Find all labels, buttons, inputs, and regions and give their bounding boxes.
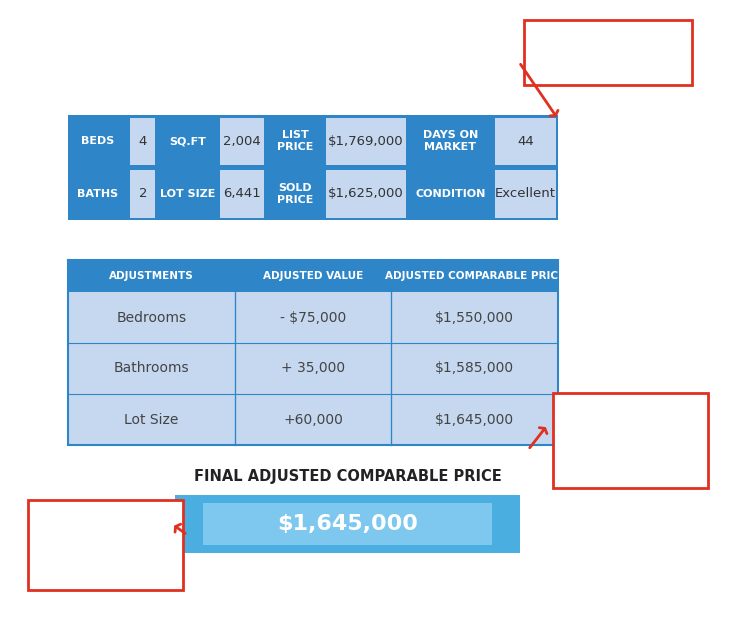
Text: FINAL ADJUSTED COMPARABLE PRICE: FINAL ADJUSTED COMPARABLE PRICE (194, 470, 502, 484)
Text: Excellent: Excellent (495, 187, 556, 200)
Text: BATHS: BATHS (77, 189, 119, 198)
Text: 4: 4 (139, 135, 147, 148)
Text: $1,769,000: $1,769,000 (328, 135, 404, 148)
FancyBboxPatch shape (68, 115, 558, 220)
FancyBboxPatch shape (524, 19, 692, 85)
Text: Bathrooms: Bathrooms (114, 362, 189, 376)
FancyBboxPatch shape (160, 170, 215, 217)
Text: $1,645,000: $1,645,000 (277, 514, 418, 534)
FancyBboxPatch shape (220, 170, 264, 217)
Text: Property characteristics
of comparable home: Property characteristics of comparable h… (533, 38, 683, 66)
Text: ADJUSTED VALUE: ADJUSTED VALUE (263, 271, 363, 281)
Text: Bedrooms: Bedrooms (116, 310, 186, 325)
FancyBboxPatch shape (175, 495, 520, 553)
Text: Lot Size: Lot Size (124, 413, 179, 426)
FancyBboxPatch shape (411, 170, 490, 217)
FancyBboxPatch shape (495, 117, 556, 165)
Text: BEDS: BEDS (82, 136, 114, 146)
FancyBboxPatch shape (220, 117, 264, 165)
FancyBboxPatch shape (131, 170, 155, 217)
Text: 2,004: 2,004 (223, 135, 261, 148)
FancyBboxPatch shape (68, 260, 234, 292)
FancyBboxPatch shape (131, 117, 155, 165)
Text: CONDITION: CONDITION (416, 189, 486, 198)
FancyBboxPatch shape (269, 117, 321, 165)
FancyBboxPatch shape (269, 170, 321, 217)
FancyBboxPatch shape (160, 117, 215, 165)
FancyBboxPatch shape (411, 117, 490, 165)
Text: 6,441: 6,441 (223, 187, 261, 200)
FancyBboxPatch shape (326, 117, 406, 165)
FancyBboxPatch shape (203, 503, 492, 545)
FancyBboxPatch shape (70, 170, 125, 217)
Text: DAYS ON
MARKET: DAYS ON MARKET (423, 131, 478, 152)
Text: ADJUSTED COMPARABLE PRICE: ADJUSTED COMPARABLE PRICE (384, 271, 565, 281)
Text: ADJUSTMENTS: ADJUSTMENTS (109, 271, 194, 281)
Text: Value adjustments
between the subject
property and each
comparable home: Value adjustments between the subject pr… (566, 411, 694, 469)
Text: $1,550,000: $1,550,000 (436, 310, 514, 325)
Text: +60,000: +60,000 (283, 413, 343, 426)
FancyBboxPatch shape (391, 260, 558, 292)
Text: LIST
PRICE: LIST PRICE (277, 131, 313, 152)
FancyBboxPatch shape (326, 170, 406, 217)
FancyBboxPatch shape (234, 260, 391, 292)
FancyBboxPatch shape (495, 170, 556, 217)
Text: 44: 44 (517, 135, 533, 148)
Text: LOT SIZE: LOT SIZE (160, 189, 215, 198)
FancyBboxPatch shape (68, 260, 558, 445)
Text: Estimated value of
the subject property
when compared to
the comparable home: Estimated value of the subject property … (36, 516, 174, 574)
FancyBboxPatch shape (70, 117, 125, 165)
FancyBboxPatch shape (27, 500, 183, 590)
Text: 2: 2 (139, 187, 147, 200)
Text: SQ.FT: SQ.FT (169, 136, 206, 146)
FancyBboxPatch shape (553, 392, 708, 487)
Text: - $75,000: - $75,000 (280, 310, 346, 325)
Text: $1,625,000: $1,625,000 (328, 187, 404, 200)
Text: SOLD
PRICE: SOLD PRICE (277, 183, 313, 205)
Text: + 35,000: + 35,000 (281, 362, 345, 376)
Text: $1,585,000: $1,585,000 (435, 362, 514, 376)
Text: $1,645,000: $1,645,000 (435, 413, 514, 426)
